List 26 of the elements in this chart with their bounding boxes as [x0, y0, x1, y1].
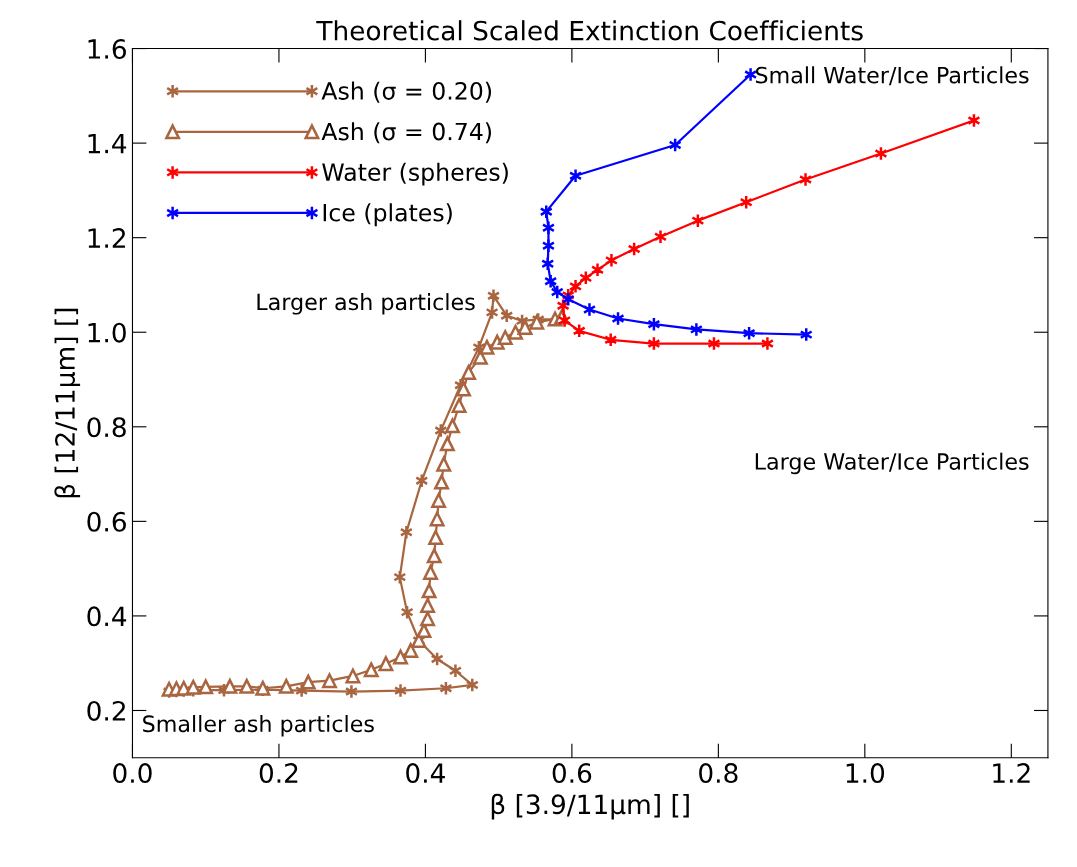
- annotation: Larger ash particles: [257, 293, 475, 315]
- x-tick-label: 1.2: [993, 763, 1030, 783]
- x-axis-title: β [3.9/11μm] []: [491, 793, 689, 820]
- annotation: Smaller ash particles: [143, 714, 374, 737]
- annotation: Large Water/Ice Particles: [755, 452, 1029, 475]
- legend-label: Ash (σ = 0.74): [321, 122, 492, 144]
- legend-label: Ash (σ = 0.20): [321, 81, 492, 103]
- y-tick-label: 0.6: [87, 511, 126, 532]
- chart-title: Theoretical Scaled Extinction Coefficients: [316, 20, 863, 41]
- x-tick-label: 0.8: [699, 763, 738, 784]
- y-tick-label: 1.2: [88, 228, 125, 248]
- x-tick-label: 0.2: [259, 763, 298, 784]
- y-tick-label: 0.4: [87, 606, 127, 627]
- y-tick-label: 1.4: [88, 133, 127, 154]
- y-axis-title: β [12/11μm] []: [54, 308, 81, 498]
- x-tick-label: 0.0: [113, 763, 152, 784]
- x-tick-label: 0.4: [406, 763, 445, 784]
- x-tick-label: 1.0: [846, 763, 885, 784]
- legend-label: Ice (plates): [323, 203, 452, 227]
- y-tick-label: 1.6: [88, 38, 126, 59]
- y-tick-label: 0.8: [87, 417, 126, 438]
- legend-label: Water (spheres): [322, 162, 508, 186]
- y-tick-label: 0.2: [87, 700, 125, 721]
- y-tick-label: 1.0: [88, 322, 126, 343]
- x-tick-label: 0.6: [552, 763, 592, 784]
- annotation: Small Water/Ice Particles: [755, 66, 1029, 86]
